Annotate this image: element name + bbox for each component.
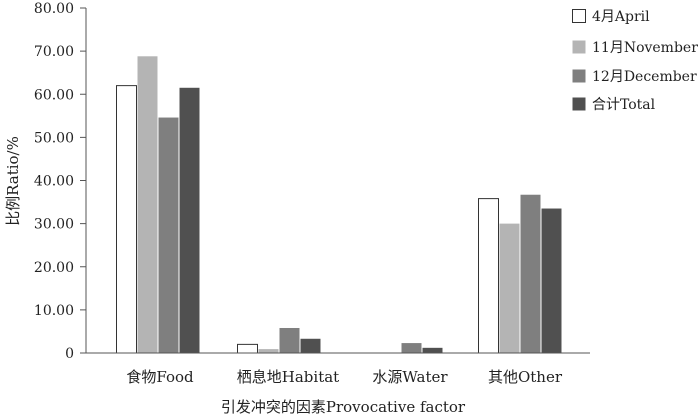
x-tick-label: 其他Other (488, 368, 563, 386)
y-tick-label: 0 (65, 346, 74, 362)
bar-4-4 (541, 208, 562, 353)
x-tick-label: 栖息地Habitat (237, 368, 339, 386)
legend-label-1: 4月April (592, 9, 650, 25)
y-axis-ticks: 0 10.00 20.00 30.00 40.00 50.00 60.00 70.00 80.0… (34, 1, 86, 362)
bar-1-1 (116, 85, 137, 354)
legend-label-4: 合计Total (592, 97, 656, 113)
y-tick-label: 70.00 (34, 44, 74, 60)
y-axis-title: 比例Ratio/% (4, 136, 22, 226)
x-axis-ticks: 食物Food 栖息地Habitat 水源Water 其他Other (126, 368, 562, 386)
bars (116, 56, 562, 354)
bar-4-3 (520, 194, 541, 353)
legend-label-3: 12月December (592, 69, 697, 85)
x-axis-title: 引发冲突的因素Provocative factor (221, 398, 466, 416)
y-tick-label: 20.00 (34, 260, 74, 276)
bar-2-3 (279, 327, 300, 353)
y-tick-label: 10.00 (34, 303, 74, 319)
bar-1-3 (158, 117, 179, 353)
legend-swatch-4 (572, 97, 586, 111)
y-tick-label: 40.00 (34, 174, 74, 190)
bar-2-2 (258, 349, 279, 353)
legend-swatch-2 (572, 40, 586, 54)
bar-1-4 (179, 87, 200, 353)
bar-4-1 (478, 198, 499, 354)
x-tick-label: 水源Water (372, 368, 448, 386)
bar-3-4 (422, 347, 443, 353)
legend-label-2: 11月November (592, 40, 698, 56)
x-tick-label: 食物Food (126, 368, 194, 386)
legend-swatch-1 (572, 9, 586, 23)
legend-swatch-3 (572, 69, 586, 83)
bar-4-2 (499, 223, 520, 353)
bar-1-2 (137, 56, 158, 354)
bar-3-3 (401, 343, 422, 353)
y-tick-label: 80.00 (34, 1, 74, 17)
y-tick-label: 30.00 (34, 217, 74, 233)
y-tick-label: 50.00 (34, 130, 74, 146)
bar-2-1 (237, 343, 258, 354)
y-tick-label: 60.00 (34, 87, 74, 103)
legend: 4月April 11月November 12月December 合计Total (572, 9, 698, 113)
bar-2-4 (300, 338, 321, 353)
